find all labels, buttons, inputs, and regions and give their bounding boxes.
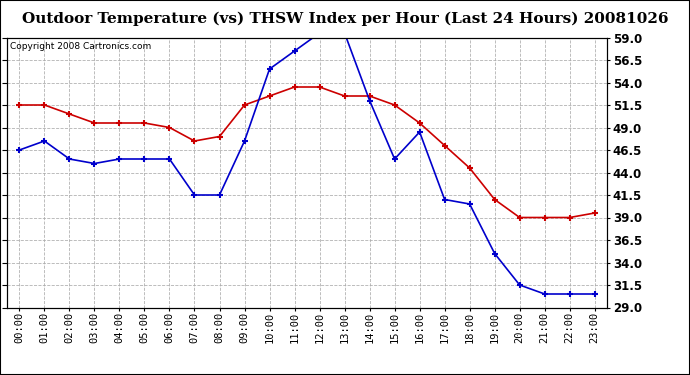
Text: Copyright 2008 Cartronics.com: Copyright 2008 Cartronics.com (10, 42, 151, 51)
Text: Outdoor Temperature (vs) THSW Index per Hour (Last 24 Hours) 20081026: Outdoor Temperature (vs) THSW Index per … (22, 11, 668, 26)
